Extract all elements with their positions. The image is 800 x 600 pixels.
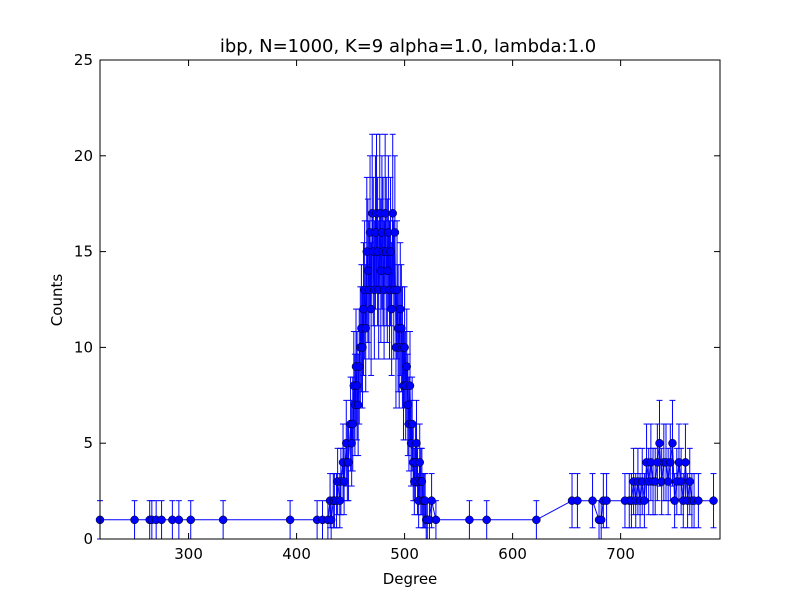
data-point [396,304,405,314]
data-point [339,477,349,486]
data-point [663,477,673,486]
data-point [366,304,376,314]
y-tick-label: 25 [74,51,93,69]
data-point [383,266,392,276]
x-tick-label: 600 [498,545,527,563]
data-point [348,419,358,429]
data-point [655,438,664,448]
data-point [588,496,597,505]
data-point [402,362,412,371]
y-tick-label: 15 [74,243,93,261]
data-point [397,323,406,333]
data-point [344,458,353,467]
x-tick-label: 700 [606,545,635,563]
data-point [380,209,390,218]
data-point [387,304,396,314]
data-point [666,458,675,467]
y-tick-label: 0 [83,530,93,548]
data-point [392,285,402,295]
x-tick-label: 500 [390,545,419,563]
data-point [431,515,441,525]
data-point [157,515,166,525]
data-point [359,304,368,314]
data-point [465,515,474,525]
data-point [186,515,195,525]
data-point [427,496,436,505]
plot-frame [99,59,721,540]
data-point [347,438,356,448]
data-point [400,343,409,352]
data-point [681,458,690,467]
data-point [174,515,184,525]
data-point [407,419,417,429]
data-point [363,266,373,276]
data-point [640,496,649,505]
y-axis-label: Counts [48,274,66,327]
data-point [596,515,606,525]
data-point [403,400,413,410]
data-point [685,477,695,486]
data-point [388,209,397,218]
data-point [354,362,364,371]
plot-area [95,133,718,540]
data-point [602,496,611,505]
data-point [709,496,718,505]
data-point [352,381,362,390]
data-point [405,381,415,390]
data-point [390,228,400,237]
data-point [326,515,336,525]
y-tick-label: 5 [83,434,93,452]
axis-ticks: 300 400 500 600 700 0 5 10 15 20 25 [74,51,720,563]
data-point [285,515,295,525]
data-point [417,477,427,486]
y-tick-label: 10 [74,338,93,356]
data-point [415,458,424,467]
chart-title: ibp, N=1000, K=9 alpha=1.0, lambda:1.0 [220,36,596,57]
x-tick-label: 400 [282,545,311,563]
data-point [694,496,703,505]
data-point [412,438,421,448]
data-point [358,343,367,352]
data-point [532,515,541,525]
data-point [353,400,363,410]
data-point [670,496,679,505]
data-point [482,515,491,525]
x-tick-label: 300 [174,545,203,563]
data-point [386,247,395,256]
y-tick-label: 20 [74,147,93,165]
data-point [361,323,370,333]
data-point [335,496,345,505]
x-axis-label: Degree [383,570,438,588]
data-point [668,438,677,448]
data-point [218,515,228,525]
data-point [130,515,139,525]
data-point [573,496,582,505]
data-point [676,477,686,486]
